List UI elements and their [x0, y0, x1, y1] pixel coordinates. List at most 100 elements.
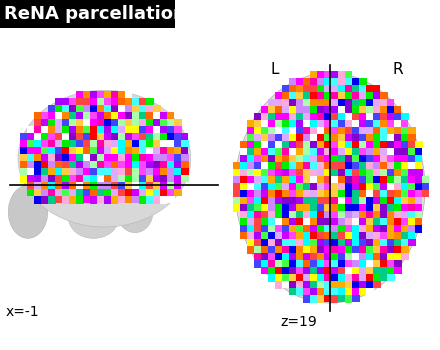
Bar [275, 204, 282, 212]
Bar [296, 176, 304, 183]
Bar [366, 113, 373, 120]
Bar [261, 246, 268, 254]
Bar [331, 183, 338, 191]
Bar [268, 267, 275, 275]
Bar [408, 197, 415, 205]
Bar [324, 78, 332, 85]
Bar [34, 147, 41, 155]
Bar [240, 148, 247, 156]
Bar [247, 225, 255, 232]
Bar [338, 295, 345, 302]
Bar [394, 260, 402, 267]
Bar [317, 281, 325, 289]
Bar [401, 148, 408, 156]
Bar [366, 260, 374, 267]
Bar [104, 175, 113, 182]
Bar [41, 140, 48, 147]
Bar [310, 106, 318, 113]
Bar [296, 239, 304, 246]
Bar [303, 190, 310, 197]
Bar [373, 113, 381, 120]
Bar [167, 196, 175, 203]
Bar [338, 288, 345, 295]
Bar [261, 190, 269, 198]
Bar [167, 161, 174, 168]
Bar [310, 274, 317, 281]
Bar [275, 232, 282, 240]
Bar [310, 246, 317, 254]
Bar [352, 204, 360, 212]
Bar [373, 120, 381, 128]
Bar [76, 98, 84, 105]
Bar [275, 197, 283, 205]
Bar [34, 182, 42, 190]
Bar [254, 204, 263, 211]
Bar [373, 176, 380, 184]
Ellipse shape [117, 191, 153, 233]
Bar [310, 197, 318, 205]
Bar [331, 232, 338, 239]
Bar [261, 225, 269, 233]
Bar [296, 134, 303, 141]
Bar [310, 92, 317, 99]
Bar [20, 140, 27, 148]
Bar [345, 176, 352, 183]
Bar [174, 119, 182, 127]
Bar [345, 99, 353, 107]
Bar [282, 183, 290, 190]
Bar [338, 274, 345, 281]
Bar [401, 162, 409, 169]
Bar [408, 232, 415, 239]
Bar [324, 225, 332, 232]
Bar [132, 133, 139, 140]
Bar [240, 141, 247, 149]
Bar [83, 161, 91, 169]
Bar [303, 239, 310, 247]
Bar [34, 140, 41, 147]
Bar [139, 161, 146, 168]
Bar [55, 189, 62, 196]
Bar [366, 120, 373, 128]
Bar [282, 253, 290, 260]
Bar [268, 106, 275, 114]
Bar [268, 183, 275, 190]
Bar [345, 106, 352, 114]
Bar [331, 288, 338, 296]
Bar [41, 161, 49, 168]
Bar [352, 253, 360, 260]
Bar [352, 288, 359, 295]
Bar [83, 182, 91, 189]
Bar [387, 246, 396, 253]
Bar [324, 85, 331, 92]
Bar [111, 119, 119, 126]
Bar [303, 246, 311, 254]
Bar [352, 78, 359, 86]
Bar [254, 155, 262, 163]
Bar [415, 162, 422, 170]
Bar [289, 127, 297, 135]
Bar [55, 112, 62, 120]
Bar [268, 113, 275, 120]
Bar [76, 175, 83, 182]
Bar [90, 98, 99, 106]
Bar [366, 127, 374, 135]
Text: L: L [271, 62, 279, 77]
Bar [352, 176, 359, 183]
Bar [132, 147, 140, 154]
Bar [76, 133, 83, 140]
Bar [268, 169, 275, 177]
Bar [366, 232, 374, 240]
Bar [275, 155, 282, 163]
Bar [62, 189, 69, 197]
Bar [401, 190, 408, 198]
Bar [247, 176, 254, 184]
Bar [359, 141, 366, 148]
Bar [310, 78, 317, 86]
Bar [338, 78, 345, 85]
Bar [359, 99, 366, 106]
Bar [76, 126, 84, 134]
Bar [387, 120, 394, 127]
Bar [310, 113, 317, 120]
Bar [296, 85, 304, 92]
Bar [160, 147, 167, 155]
